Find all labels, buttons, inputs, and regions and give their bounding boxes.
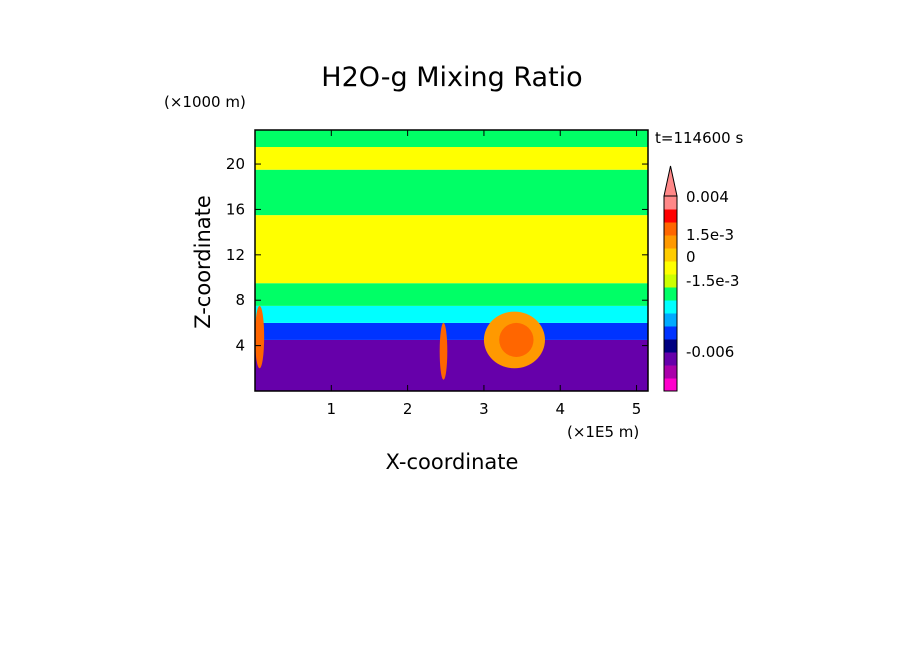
x-tick-label: 3 [479,400,489,418]
x-tick-label: 5 [632,400,642,418]
colorbar-level [664,365,677,379]
x-axis: 1 2 3 4 5 [327,130,642,418]
colorbar-level [664,300,677,314]
region-yellow-upper [255,147,648,170]
colorbar-level [664,339,677,353]
region-moist-plume-left [255,305,265,369]
colorbar-label: 0 [686,248,696,266]
x-tick-label: 1 [327,400,337,418]
colorbar-level [664,235,677,249]
y-tick-label: 8 [235,291,245,309]
colorbar-level [664,287,677,301]
colorbar-label: 0.004 [686,188,729,206]
x-tick-label: 4 [555,400,565,418]
colorbar-level [664,352,677,366]
colorbar-level [664,378,677,392]
plot-frame [254,129,649,392]
region-green-upper [255,169,648,216]
colorbar-level [664,209,677,223]
x-scale-label: (×1E5 m) [567,423,639,441]
x-tick-label: 2 [403,400,413,418]
colorbar-level [664,274,677,288]
region-blue-band [255,322,648,340]
y-tick-label: 4 [235,337,245,355]
contour-field [255,130,648,391]
colorbar: 0.004 1.5e-3 0 -1.5e-3 -0.006 [663,165,739,392]
colorbar-label: -0.006 [686,343,734,361]
time-label: t=114600 s [655,129,743,147]
y-scale-label: (×1000 m) [164,93,246,111]
y-tick-label: 16 [226,200,245,218]
region-moist-plume-2.5 [439,322,448,380]
colorbar-label: 1.5e-3 [686,226,734,244]
chart-title: H2O-g Mixing Ratio [321,62,582,93]
colorbar-level [664,313,677,327]
region-green-top [255,130,648,148]
region-cyan-band [255,305,648,323]
colorbar-arrow [663,165,678,197]
y-axis: 4 8 12 16 20 [226,155,648,355]
x-axis-label: X-coordinate [386,450,519,474]
colorbar-level [664,222,677,236]
y-tick-label: 12 [226,246,245,264]
region-yellow-mid [255,215,648,284]
region-dry-base [255,339,648,391]
region-green-band [255,283,648,306]
region-moist-core-3.4 [499,322,534,357]
colorbar-level [664,248,677,262]
colorbar-level [664,196,677,210]
y-tick-label: 20 [226,155,245,173]
colorbar-level [664,326,677,340]
colorbar-level [664,261,677,275]
colorbar-label: -1.5e-3 [686,272,739,290]
y-axis-label: Z-coordinate [191,195,215,329]
